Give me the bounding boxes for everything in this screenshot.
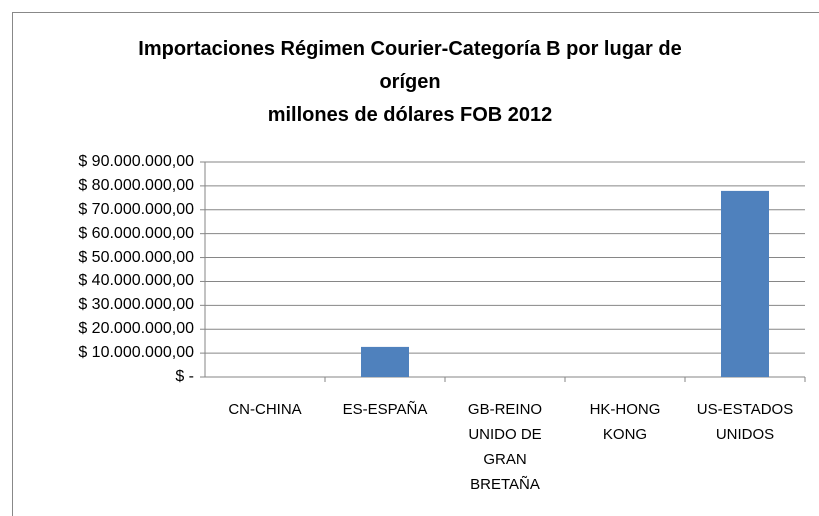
y-tick-label: $ 60.000.000,00 [78, 224, 194, 242]
x-tick-label: US-ESTADOS UNIDOS [696, 401, 794, 443]
y-tick-label: $ 10.000.000,00 [78, 344, 194, 362]
y-tick-label: $ 80.000.000,00 [78, 176, 194, 194]
chart-title: Importaciones Régimen Courier-Categoría … [138, 38, 682, 93]
x-tick-label: HK-HONG KONG [589, 401, 661, 443]
y-tick-label: $ 70.000.000,00 [78, 200, 194, 218]
chart-border [12, 12, 819, 516]
y-tick-label: $ 20.000.000,00 [78, 320, 194, 338]
bar [721, 190, 769, 377]
bar [361, 346, 409, 377]
y-tick-label: $ 30.000.000,00 [78, 296, 194, 314]
y-tick-label: $ - [175, 368, 194, 385]
x-tick-label: GB-REINO UNIDO DE GRAN BRETAÑA [467, 401, 543, 493]
x-tick-label: ES-ESPAÑA [342, 401, 428, 418]
y-tick-label: $ 50.000.000,00 [78, 248, 194, 266]
x-tick-label: CN-CHINA [228, 401, 302, 418]
y-tick-label: $ 90.000.000,00 [78, 153, 194, 170]
y-tick-label: $ 40.000.000,00 [78, 272, 194, 290]
chart-subtitle: millones de dólares FOB 2012 [267, 104, 553, 126]
